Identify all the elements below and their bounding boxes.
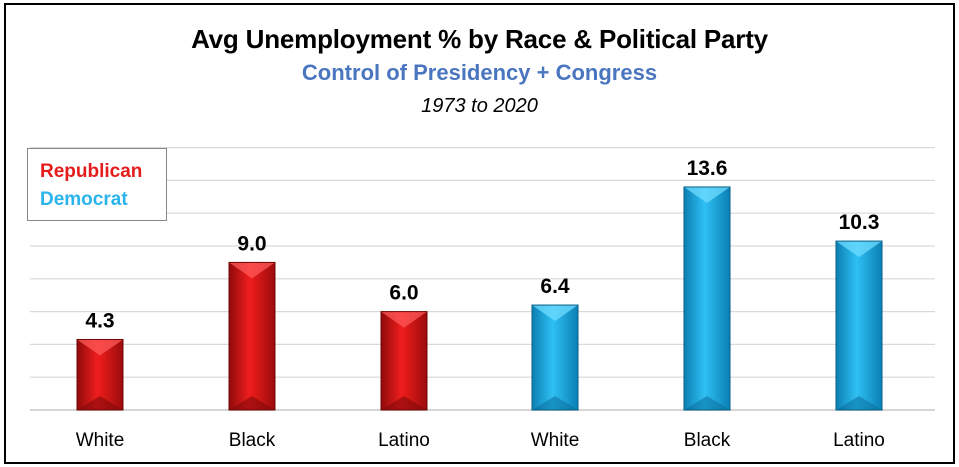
bar-outline bbox=[835, 240, 883, 411]
bar-top-bevel bbox=[684, 186, 730, 203]
value-label: 13.6 bbox=[687, 157, 728, 180]
bar-outline bbox=[76, 338, 124, 411]
value-label: 10.3 bbox=[839, 211, 880, 234]
legend-democrat: Democrat bbox=[40, 189, 128, 210]
bar-bottom-bevel bbox=[684, 396, 730, 410]
bar-bottom-bevel bbox=[229, 396, 275, 410]
x-tick-label: Latino bbox=[378, 430, 430, 451]
x-tick-label: Black bbox=[229, 430, 276, 451]
bar-bottom-bevel bbox=[836, 396, 882, 410]
bar-top-bevel bbox=[381, 311, 427, 328]
bar-bottom-bevel bbox=[381, 396, 427, 410]
bar-outline bbox=[531, 304, 579, 411]
chart-period: 1973 to 2020 bbox=[421, 95, 538, 117]
bars bbox=[76, 186, 883, 411]
x-tick-label: Latino bbox=[833, 430, 885, 451]
bar-outline bbox=[380, 311, 428, 411]
value-label: 4.3 bbox=[85, 309, 114, 332]
bar-bottom-bevel bbox=[77, 396, 123, 410]
x-tick-label: Black bbox=[684, 430, 731, 451]
bar-body bbox=[381, 311, 427, 410]
bar-body bbox=[836, 241, 882, 410]
bar-outline bbox=[683, 186, 731, 411]
x-tick-label: White bbox=[531, 430, 580, 451]
value-label: 6.0 bbox=[389, 282, 418, 305]
bar-body bbox=[684, 186, 730, 410]
legend: Republican Democrat bbox=[27, 148, 167, 221]
value-label: 9.0 bbox=[237, 232, 266, 255]
bar-democrat-black bbox=[683, 186, 731, 411]
bar-democrat-latino bbox=[835, 240, 883, 411]
legend-republican: Republican bbox=[40, 161, 143, 182]
value-label: 6.4 bbox=[540, 275, 570, 298]
chart-frame bbox=[4, 3, 955, 464]
bar-bottom-bevel bbox=[532, 396, 578, 410]
bar-top-bevel bbox=[229, 262, 275, 279]
bar-body bbox=[229, 262, 275, 410]
bar-body bbox=[532, 305, 578, 410]
bar-republican-black bbox=[228, 261, 276, 411]
gridlines bbox=[30, 147, 935, 411]
bar-republican-latino bbox=[380, 311, 428, 411]
bar-top-bevel bbox=[532, 305, 578, 322]
chart-subtitle: Control of Presidency + Congress bbox=[301, 60, 658, 85]
value-labels: 4.3 9.0 6.0 6.4 13.6 10.3 bbox=[85, 157, 879, 333]
bar-top-bevel bbox=[77, 339, 123, 356]
x-tick-labels: White Black Latino White Black Latino bbox=[76, 430, 885, 451]
bar-outline bbox=[228, 261, 276, 411]
x-tick-label: White bbox=[76, 430, 125, 451]
bar-top-bevel bbox=[836, 241, 882, 258]
chart-title: Avg Unemployment % by Race & Political P… bbox=[191, 24, 768, 54]
bar-republican-white bbox=[76, 338, 124, 411]
bar-democrat-white bbox=[531, 304, 579, 411]
